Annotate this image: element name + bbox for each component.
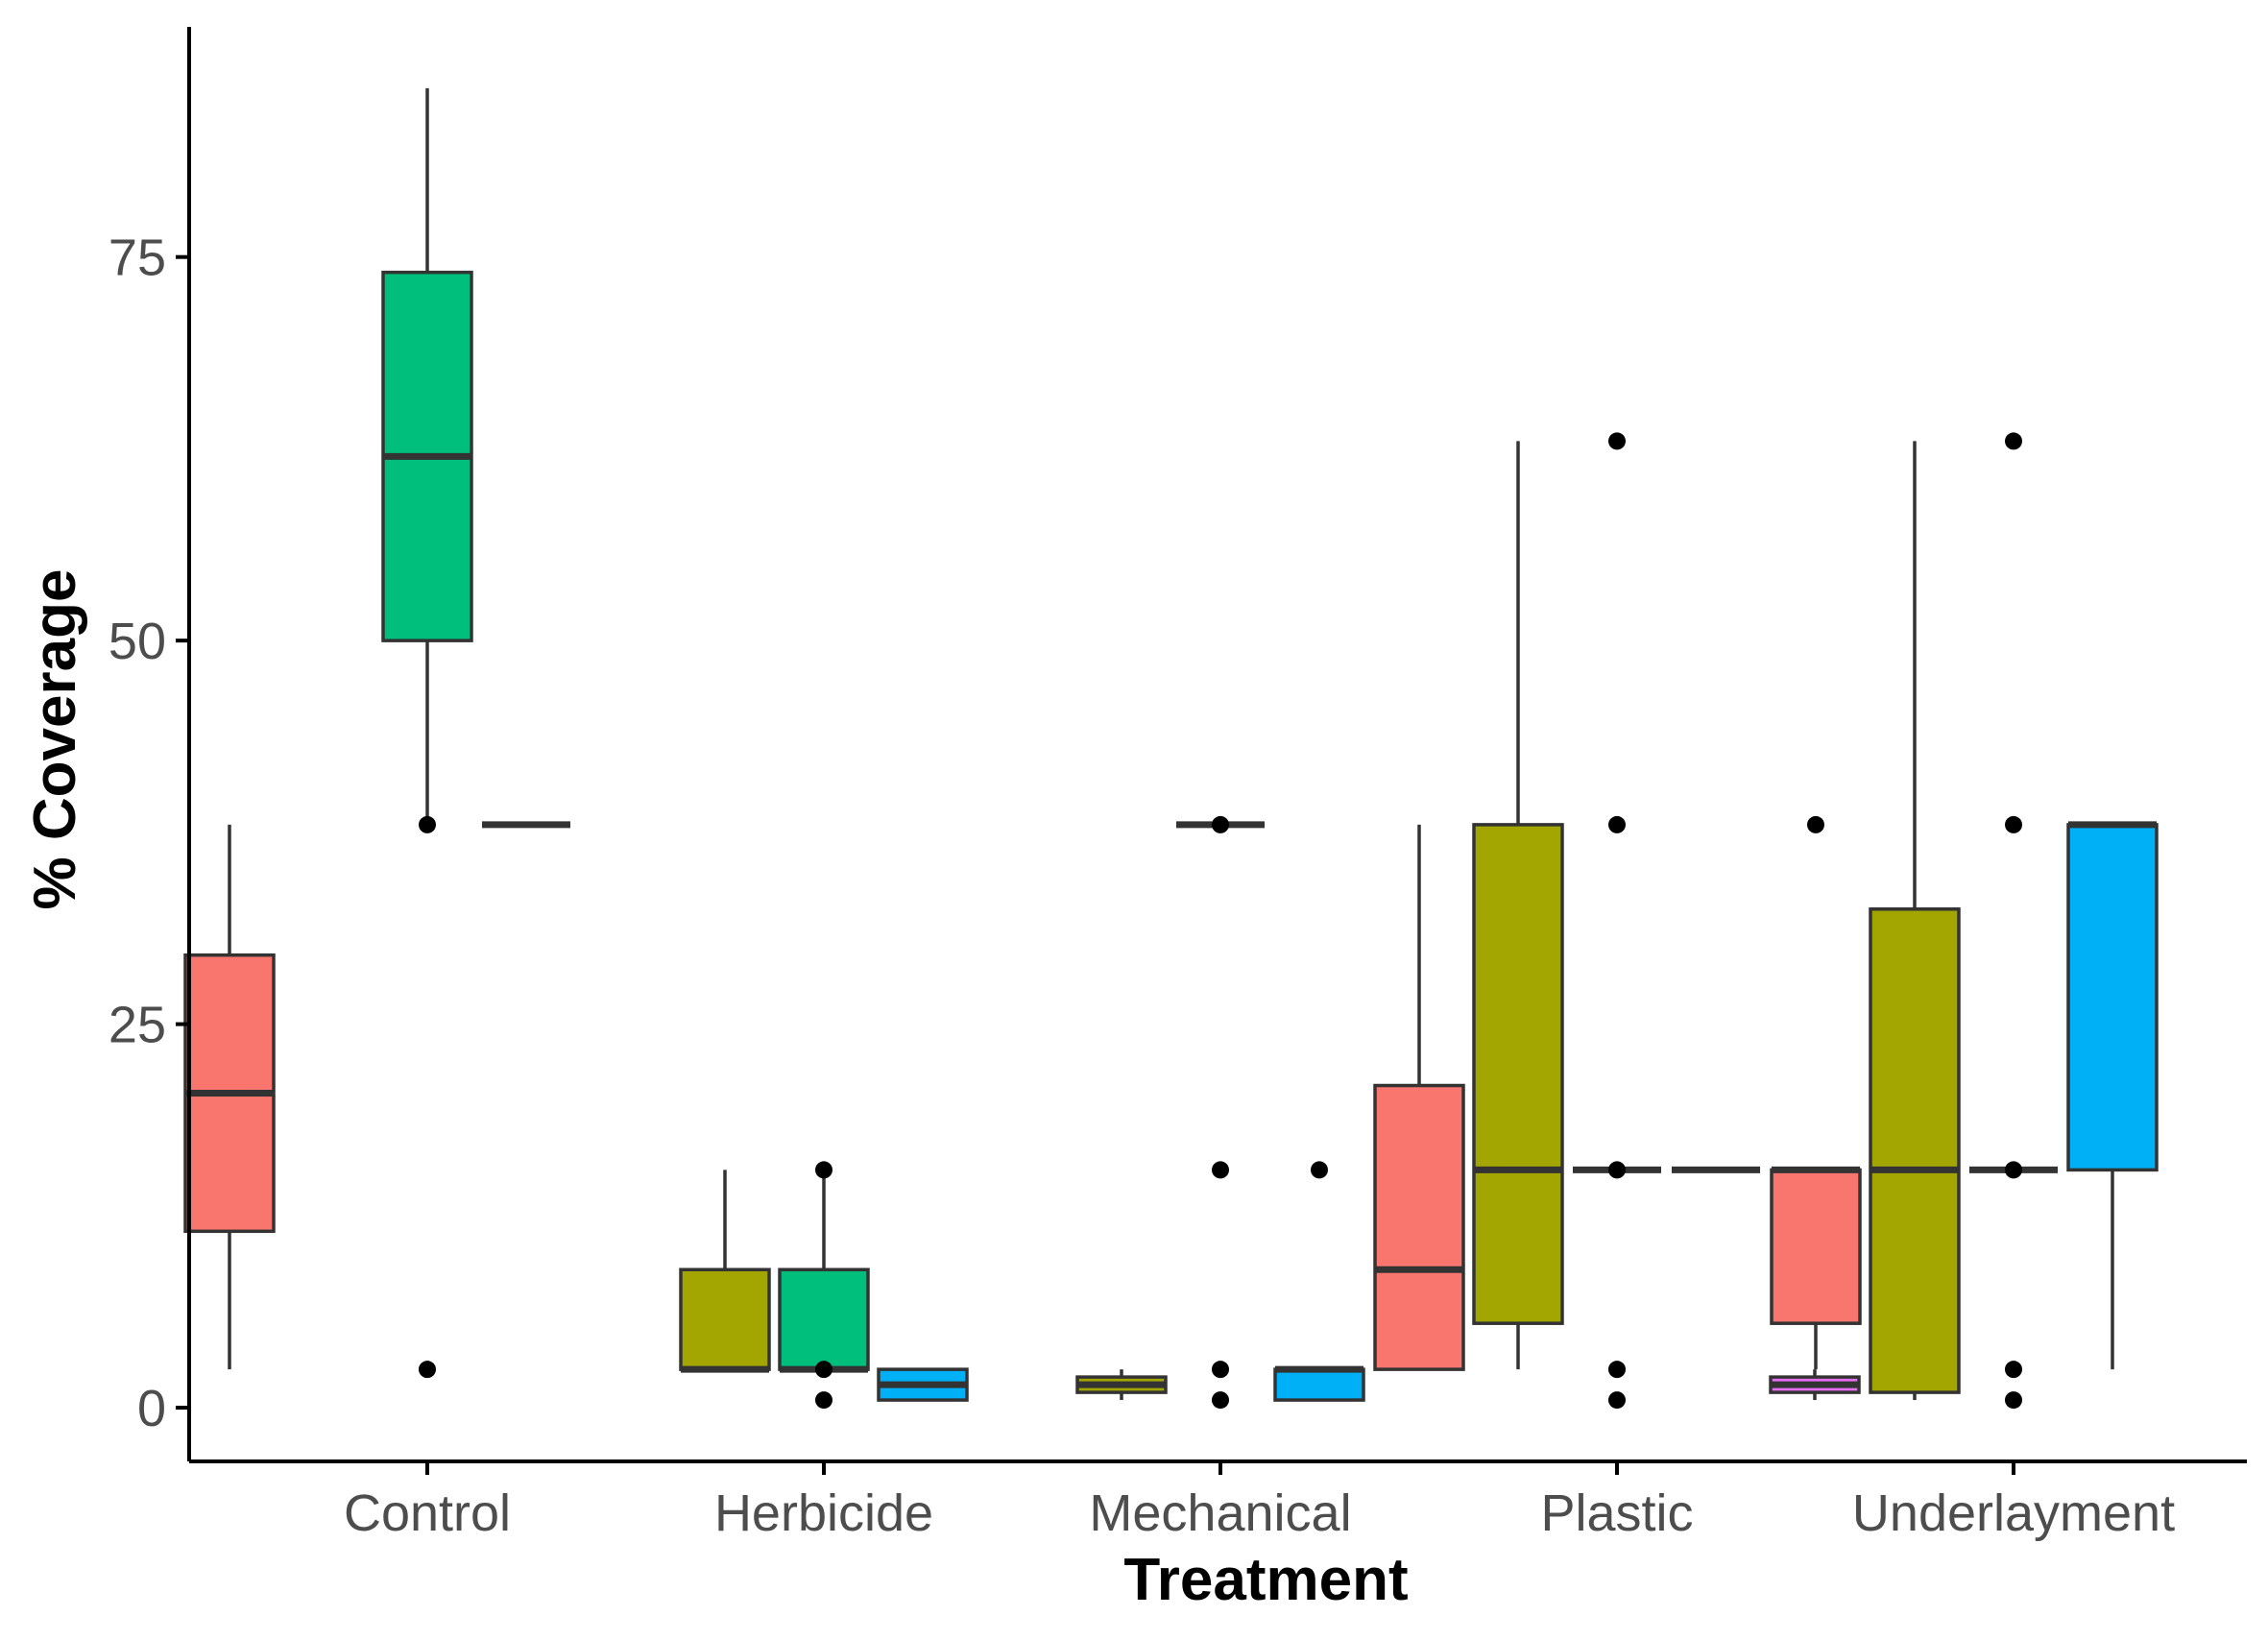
y-tick-label: 75 [109,229,166,287]
outlier-point [1807,815,1824,833]
outlier-point [419,815,436,833]
box-body [778,1267,870,1371]
outlier-point [1608,815,1626,833]
outlier-point [1311,1161,1328,1179]
box-group-mechanical-2 [1176,815,1265,1410]
outlier-point [1608,1161,1626,1179]
box-body [1472,823,1564,1325]
outlier-point [1608,432,1626,450]
box-group-herbicide-3 [877,1367,969,1402]
box-group-herbicide-1 [679,1170,771,1373]
x-tick-label: Control [344,1484,511,1542]
box-group-control-0 [183,824,276,1370]
box-body [679,1267,771,1371]
outlier-point [815,1391,832,1410]
outlier-point [1608,1361,1626,1379]
box-group-plastic-2 [1573,432,1661,1410]
box-group-mechanical-3 [1273,1161,1365,1402]
box-group-underlayment-1 [1869,441,1961,1401]
box-body [1869,907,1961,1394]
outlier-point [2005,815,2022,833]
box-group-plastic-4 [1769,1369,1861,1401]
plot-marks [183,87,2159,1410]
outlier-point [2005,1161,2022,1179]
outlier-point [1212,815,1229,833]
box-body [1770,1168,1862,1325]
outlier-point [815,1361,832,1379]
x-tick-label: Plastic [1540,1484,1693,1542]
outlier-point [2005,1391,2022,1410]
outlier-point [1212,1161,1229,1179]
box-body [1373,1083,1465,1371]
x-tick-label: Mechanical [1089,1484,1351,1542]
box-group-underlayment-3 [2066,821,2159,1370]
y-tick-label: 50 [109,613,166,670]
outlier-point [1212,1361,1229,1379]
box-group-mechanical-1 [1075,1369,1168,1401]
box-group-underlayment-2 [1969,432,2058,1410]
box-group-control-2 [381,87,473,1379]
y-tick-label: 25 [109,997,166,1054]
y-axis-ticks: 0 25 50 75 [109,229,189,1437]
outlier-point [2005,1361,2022,1379]
outlier-point [2005,432,2022,450]
outlier-point [1212,1391,1229,1410]
x-axis-ticks: Control Herbicide Mechanical Plastic Underla… [344,1461,2175,1542]
box-group-underlayment-0 [1770,815,1862,1370]
box-group-herbicide-2 [778,1161,870,1410]
outlier-point [419,1361,436,1379]
x-axis-title: Treatment [1123,1547,1408,1613]
box-body [1273,1367,1365,1402]
outlier-point [1608,1391,1626,1410]
axes: 0 25 50 75 Control Herbicide Mechanical Plasti… [109,27,2247,1542]
box-group-plastic-1 [1472,441,1564,1370]
box-body [2066,823,2159,1172]
x-tick-label: Herbicide [714,1484,933,1542]
box-group-plastic-0 [1373,824,1465,1371]
x-tick-label: Underlayment [1852,1484,2175,1542]
y-axis-title: % Coverage [22,569,88,910]
outlier-point [815,1161,832,1179]
y-tick-label: 0 [137,1380,166,1437]
